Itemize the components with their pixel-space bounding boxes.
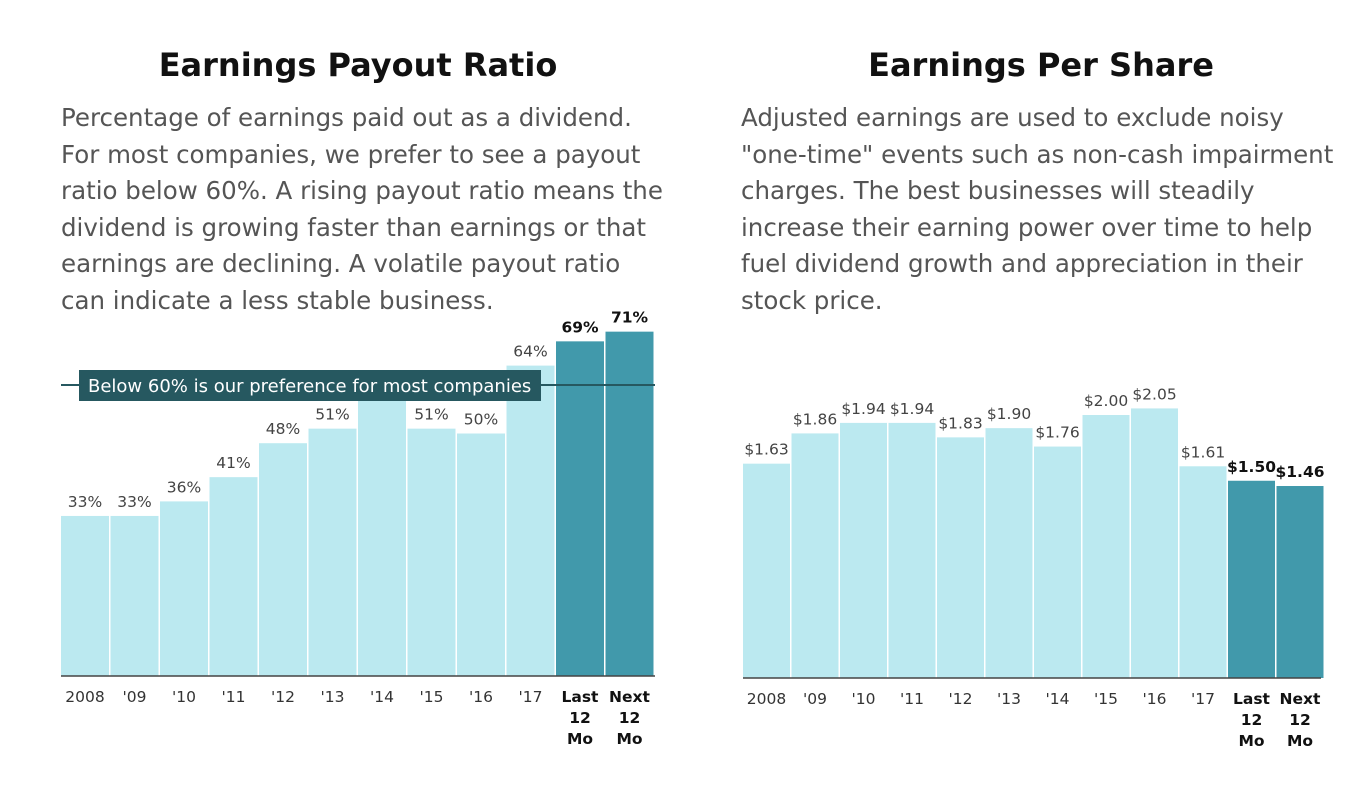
- payout-bar: [259, 443, 307, 676]
- payout-value-label: 51%: [315, 406, 349, 424]
- eps-bar: [1276, 486, 1324, 678]
- eps-tick-label: '09: [803, 690, 827, 708]
- eps-tick-label: '13: [997, 690, 1021, 708]
- payout-bar: [308, 428, 357, 676]
- payout-annotation-text: Below 60% is our preference for most com…: [88, 376, 531, 397]
- eps-value-label: $1.61: [1181, 443, 1225, 461]
- eps-value-label: $1.90: [987, 405, 1031, 423]
- payout-value-label: 51%: [414, 406, 448, 424]
- eps-tick-label: Last 12 Mo: [1233, 690, 1271, 750]
- eps-bar: [1034, 446, 1081, 678]
- eps-value-label: $1.76: [1035, 424, 1079, 442]
- eps-bar: [743, 463, 790, 678]
- payout-bar: [358, 394, 406, 676]
- eps-bar: [791, 433, 839, 678]
- payout-ratio-title: Earnings Payout Ratio: [158, 46, 558, 84]
- eps-tick-label: '11: [900, 690, 924, 708]
- payout-tick-label: Last 12 Mo: [562, 688, 600, 748]
- payout-ratio-panel: Earnings Payout Ratio Percentage of earn…: [61, 46, 663, 748]
- payout-tick-label: '13: [321, 688, 345, 706]
- payout-bar: [506, 365, 555, 676]
- payout-value-label: 71%: [611, 309, 649, 327]
- eps-title: Earnings Per Share: [868, 46, 1214, 84]
- payout-tick-label: '10: [172, 688, 196, 706]
- payout-ratio-chart: 33% 2008 33% '09 36% '10 41% '11 48% '12 51% '13 '14…: [61, 309, 655, 748]
- payout-value-label: 69%: [561, 318, 599, 336]
- eps-tick-label: 2008: [747, 690, 786, 708]
- eps-tick-label: '10: [852, 690, 876, 708]
- payout-value-label: 48%: [266, 420, 300, 438]
- eps-bar: [1082, 415, 1130, 678]
- payout-bar: [407, 428, 456, 676]
- eps-tick-label: '12: [949, 690, 973, 708]
- eps-bar: [840, 422, 887, 678]
- payout-bar: [209, 477, 258, 676]
- eps-bar: [1131, 408, 1178, 678]
- payout-tick-label: '16: [469, 688, 493, 706]
- eps-description: Adjusted earnings are used to exclude no…: [741, 103, 1334, 315]
- eps-value-label: $2.00: [1084, 392, 1128, 410]
- eps-tick-label: '17: [1191, 690, 1215, 708]
- eps-tick-label: Next 12 Mo: [1280, 690, 1321, 750]
- payout-reference-annotation: Below 60% is our preference for most com…: [79, 370, 541, 401]
- payout-bar: [160, 501, 208, 676]
- eps-bar: [1179, 466, 1227, 678]
- payout-annotation-box: [79, 370, 541, 401]
- eps-bar: [937, 437, 984, 678]
- payout-tick-label: '14: [370, 688, 394, 706]
- payout-bar: [110, 515, 159, 676]
- payout-tick-label: '17: [519, 688, 543, 706]
- payout-bar: [556, 341, 604, 676]
- eps-value-label: $1.94: [890, 400, 934, 418]
- payout-value-label: 36%: [167, 478, 201, 496]
- payout-value-label: 33%: [117, 493, 151, 511]
- eps-value-label: $1.50: [1227, 458, 1276, 476]
- eps-bar: [1228, 480, 1275, 678]
- payout-value-label: 64%: [513, 343, 547, 361]
- payout-tick-label: Next 12 Mo: [609, 688, 650, 748]
- payout-tick-label: '12: [271, 688, 295, 706]
- eps-value-label: $1.63: [744, 441, 788, 459]
- payout-bar: [61, 515, 109, 676]
- eps-value-label: $2.05: [1132, 385, 1176, 403]
- payout-value-label: 41%: [216, 454, 250, 472]
- payout-tick-label: '09: [123, 688, 147, 706]
- payout-bar: [605, 331, 654, 676]
- eps-value-label: $1.86: [793, 410, 837, 428]
- eps-value-label: $1.94: [841, 400, 885, 418]
- payout-value-label: 33%: [68, 493, 102, 511]
- eps-panel: Earnings Per Share Adjusted earnings are…: [686, 0, 1372, 792]
- eps-bar: [985, 428, 1033, 678]
- eps-value-label: $1.83: [938, 414, 982, 432]
- eps-tick-label: '14: [1046, 690, 1070, 708]
- payout-value-label: 50%: [464, 411, 498, 429]
- eps-bar: [888, 422, 936, 678]
- eps-tick-label: '16: [1143, 690, 1167, 708]
- eps-value-label: $1.46: [1275, 463, 1324, 481]
- payout-tick-label: '11: [222, 688, 246, 706]
- payout-bar: [457, 433, 505, 676]
- payout-tick-label: '15: [420, 688, 444, 706]
- payout-ratio-description: Percentage of earnings paid out as a div…: [61, 103, 663, 315]
- payout-tick-label: 2008: [65, 688, 104, 706]
- eps-chart: $1.63 2008 $1.86 '09 $1.94 '10 $1.94 '11 $1.83 '1…: [743, 385, 1325, 750]
- eps-tick-label: '15: [1094, 690, 1118, 708]
